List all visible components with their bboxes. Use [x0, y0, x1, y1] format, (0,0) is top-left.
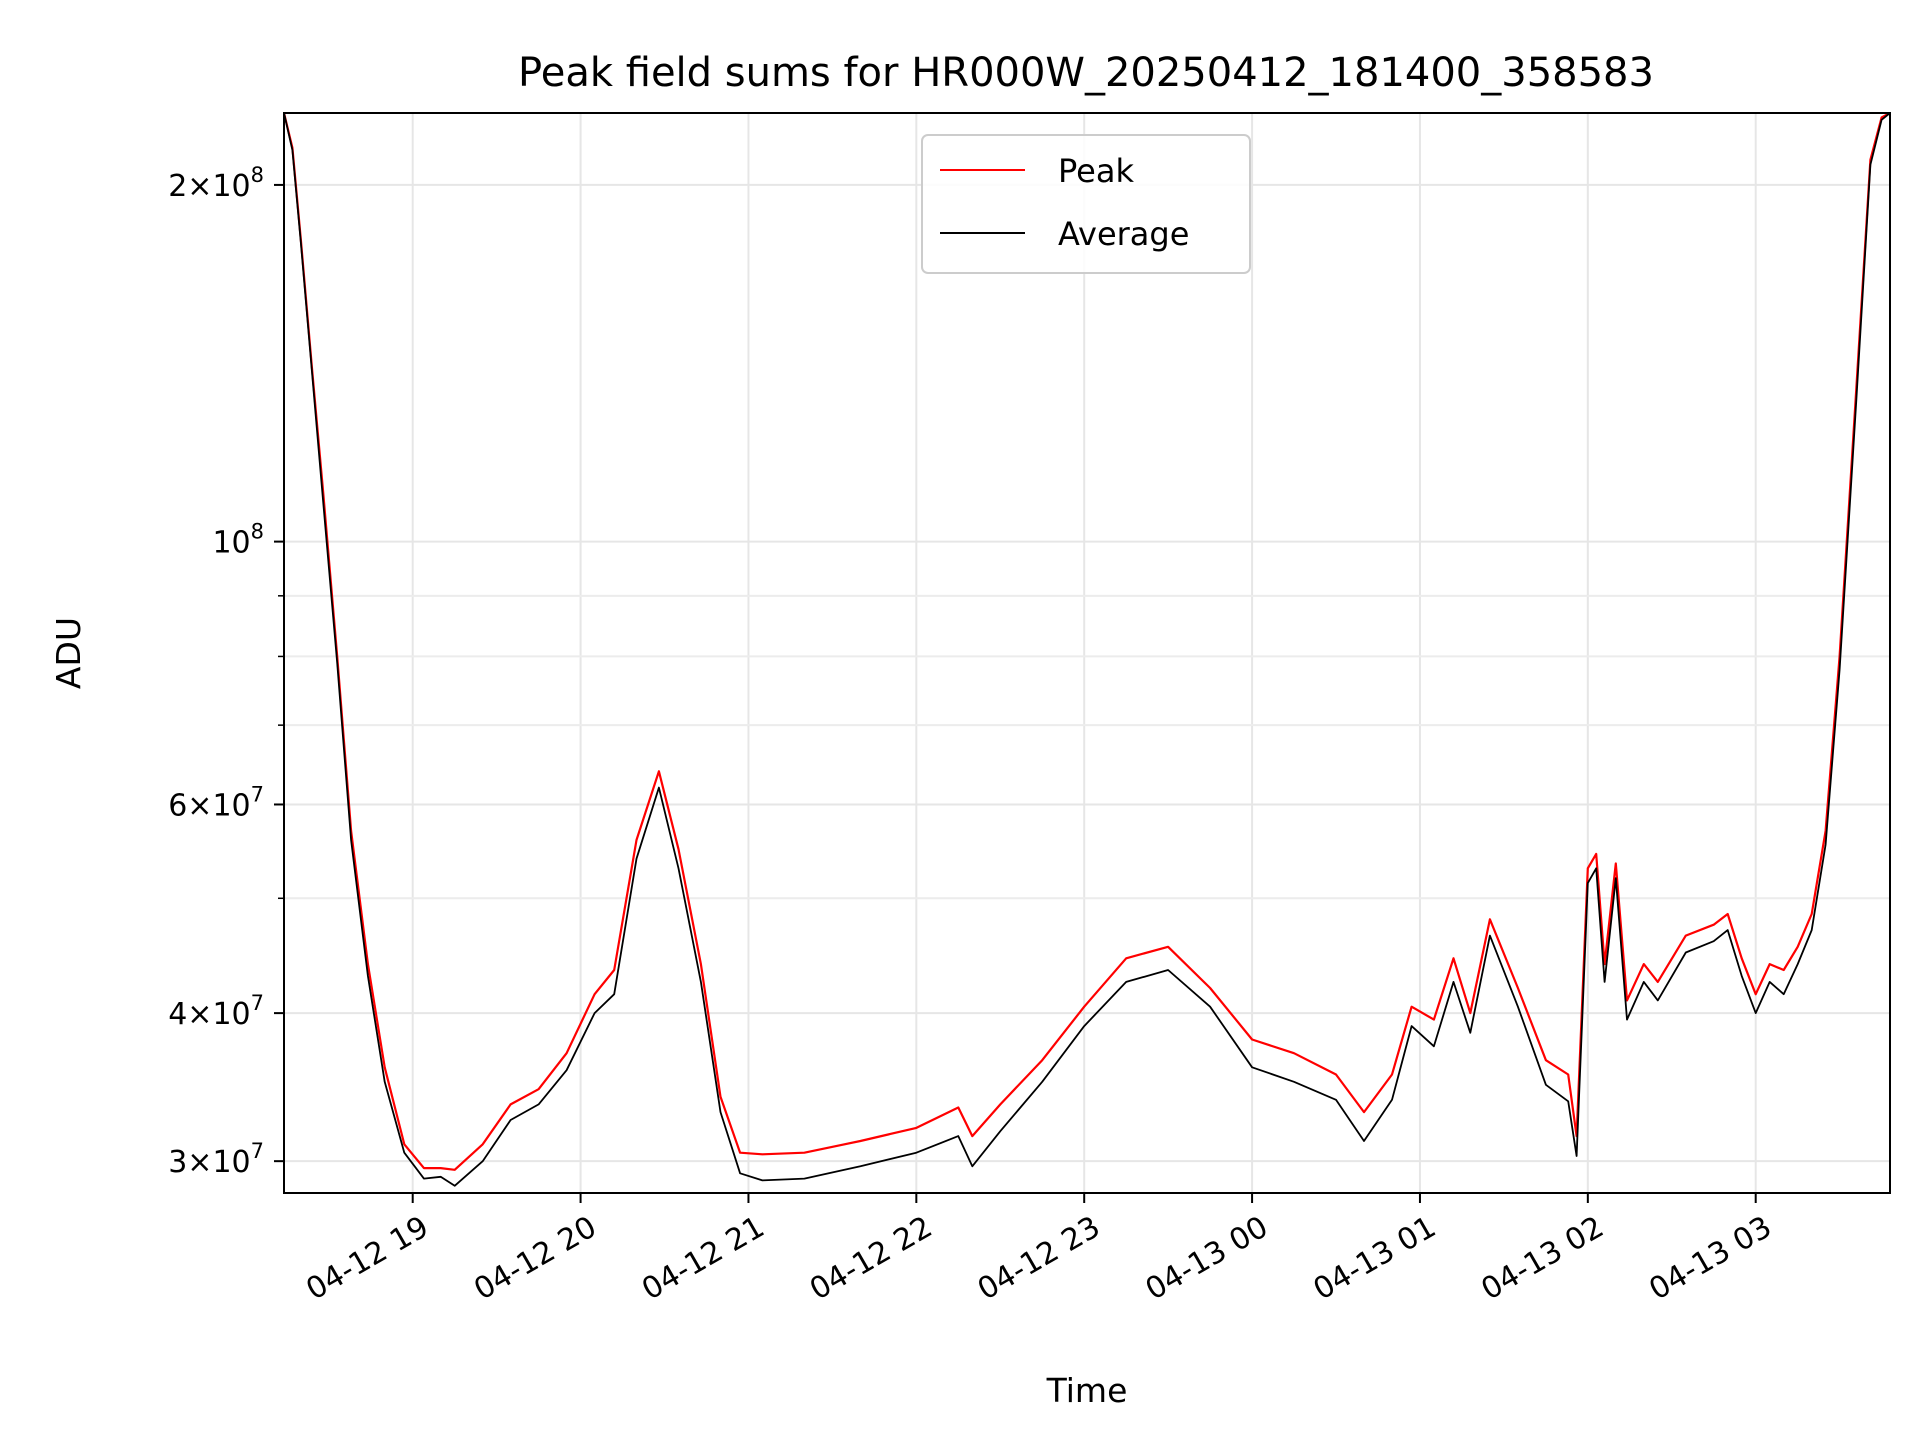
plot-frame [283, 112, 1891, 1194]
x-tick-label: 04-13 03 [1643, 1210, 1777, 1308]
x-tick-label: 04-12 23 [972, 1210, 1106, 1308]
chart-title: Peak field sums for HR000W_20250412_1814… [518, 50, 1654, 96]
y-tick-label: 4×107 [168, 991, 264, 1032]
x-tick-label: 04-13 00 [1140, 1210, 1274, 1308]
legend-label-average: Average [1058, 215, 1189, 253]
y-axis-ticks: 2×108 108 6×107 4×107 3×107 [168, 163, 284, 1180]
x-tick-label: 04-12 19 [300, 1210, 434, 1308]
legend: Peak Average [921, 134, 1251, 274]
x-tick-label: 04-12 20 [468, 1210, 602, 1308]
x-axis-label: Time [1046, 1371, 1128, 1410]
x-tick-label: 04-13 02 [1476, 1210, 1610, 1308]
y-tick-label: 2×108 [168, 163, 264, 204]
y-tick-label: 6×107 [168, 782, 264, 823]
legend-label-peak: Peak [1058, 152, 1134, 190]
y-tick-label: 3×107 [168, 1139, 264, 1180]
series-line-average [283, 112, 1891, 1187]
x-tick-label: 04-12 22 [804, 1210, 938, 1308]
y-axis-label: ADU [49, 617, 88, 689]
series-line-peak [282, 112, 1891, 1171]
x-axis-ticks: 04-12 19 04-12 20 04-12 21 04-12 22 04-12 23… [300, 1193, 1778, 1308]
series-layer [282, 112, 1891, 1187]
x-tick-label: 04-13 01 [1308, 1210, 1442, 1308]
y-tick-label: 108 [212, 520, 264, 561]
grid-lines [284, 113, 1890, 1193]
x-tick-label: 04-12 21 [636, 1210, 770, 1308]
